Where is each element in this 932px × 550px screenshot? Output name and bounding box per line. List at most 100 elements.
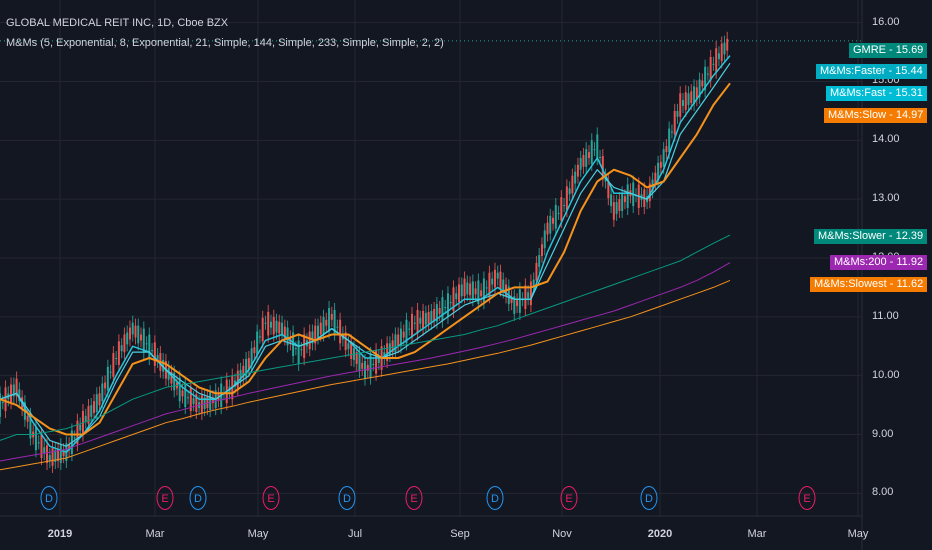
candle-body [98, 393, 101, 406]
candle-body [300, 349, 303, 351]
dividend-marker[interactable]: D [189, 486, 207, 510]
candle-body [68, 444, 71, 451]
price-tag-text: M&Ms:Slowest - 11.62 [814, 278, 924, 290]
candle-body [93, 401, 96, 413]
candle-body [388, 343, 391, 356]
y-tick-label: 8.00 [872, 486, 894, 499]
y-tick-label: 13.00 [872, 192, 900, 205]
candle-body [687, 93, 690, 106]
candle-body [123, 334, 126, 353]
price-tag-text: M&Ms:200 - 11.92 [834, 256, 924, 268]
candle-body [256, 331, 259, 356]
candle-body [375, 350, 378, 374]
candle-body [104, 382, 107, 389]
candle-body [565, 186, 568, 210]
candle-body [140, 334, 143, 341]
x-tick-label: Sep [450, 528, 470, 540]
candle-body [316, 325, 319, 338]
candle-body [250, 348, 253, 366]
candle-body [95, 394, 98, 412]
candle-body [424, 312, 427, 325]
y-tick-label: 9.00 [872, 427, 894, 440]
earnings-marker[interactable]: E [156, 486, 174, 510]
candle-body [377, 357, 380, 363]
price-tag: M&Ms:Slowest - 11.62 [810, 277, 928, 292]
candle-body [397, 334, 400, 347]
price-tag: M&Ms:Slow - 14.97 [824, 108, 928, 123]
candle-body [654, 172, 657, 185]
symbol-title[interactable]: GLOBAL MEDICAL REIT INC, 1D, Cboe BZX [6, 17, 229, 29]
candle-body [84, 415, 87, 422]
candle-body [278, 321, 281, 334]
candle-body [615, 202, 618, 214]
candle-body [283, 326, 286, 339]
candle-body [267, 311, 270, 336]
candle-body [416, 309, 419, 334]
candle-body [449, 302, 452, 304]
price-tag-text: M&Ms:Fast - 15.31 [830, 87, 923, 99]
candle-body [623, 196, 626, 203]
candle-body [574, 171, 577, 184]
candle-body [275, 320, 278, 333]
earnings-marker[interactable]: E [560, 486, 578, 510]
candle-body [4, 387, 7, 411]
candle-body [206, 396, 209, 409]
candle-body [458, 284, 461, 303]
earnings-marker[interactable]: E [405, 486, 423, 510]
candle-body [698, 79, 701, 98]
candle-body [540, 244, 543, 257]
candle-body [723, 42, 726, 55]
candle-body [502, 279, 505, 292]
candle-body [355, 352, 358, 364]
candle-body [170, 371, 173, 384]
candle-body [184, 383, 187, 408]
candle-body [253, 347, 256, 354]
y-tick-label: 10.00 [872, 368, 900, 381]
candle-body [51, 448, 54, 466]
candle-body [726, 38, 729, 51]
dividend-marker[interactable]: D [338, 486, 356, 510]
candle-body [242, 365, 245, 378]
price-tag: M&Ms:Fast - 15.31 [826, 86, 927, 101]
dividend-marker[interactable]: D [40, 486, 58, 510]
x-tick-label: May [847, 528, 869, 540]
candle-body [460, 284, 463, 297]
candle-body [173, 372, 176, 391]
candle-body [148, 334, 151, 359]
candle-body [156, 355, 159, 361]
series-line-m-ms-200 [0, 262, 731, 462]
dividend-marker[interactable]: D [640, 486, 658, 510]
candle-body [383, 352, 386, 359]
candle-body [361, 362, 364, 369]
candle-body [568, 188, 571, 195]
candle-body [452, 287, 455, 311]
candle-body [46, 445, 49, 463]
candle-body [314, 325, 317, 344]
candle-body [59, 445, 62, 463]
candle-body [446, 293, 449, 317]
candle-body [618, 199, 621, 211]
earnings-marker[interactable]: E [262, 486, 280, 510]
candle-body [339, 319, 342, 344]
dividend-marker[interactable]: D [486, 486, 504, 510]
candle-body [554, 205, 557, 229]
earnings-marker[interactable]: E [798, 486, 816, 510]
candle-body [482, 278, 485, 303]
candle-body [621, 193, 624, 211]
candle-body [336, 326, 339, 328]
candle-body [126, 332, 129, 345]
indicator-title[interactable]: M&Ms (5, Exponential, 8, Exponential, 21… [6, 37, 444, 49]
candle-body [347, 343, 350, 350]
candle-body [599, 156, 602, 158]
candle-body [87, 406, 90, 424]
candle-body [659, 161, 662, 168]
candle-body [455, 293, 458, 300]
candle-body [203, 397, 206, 410]
candle-body [413, 322, 416, 324]
candle-body [12, 384, 15, 397]
candle-body [715, 48, 718, 72]
candle-body [549, 215, 552, 234]
candle-body [62, 450, 65, 457]
